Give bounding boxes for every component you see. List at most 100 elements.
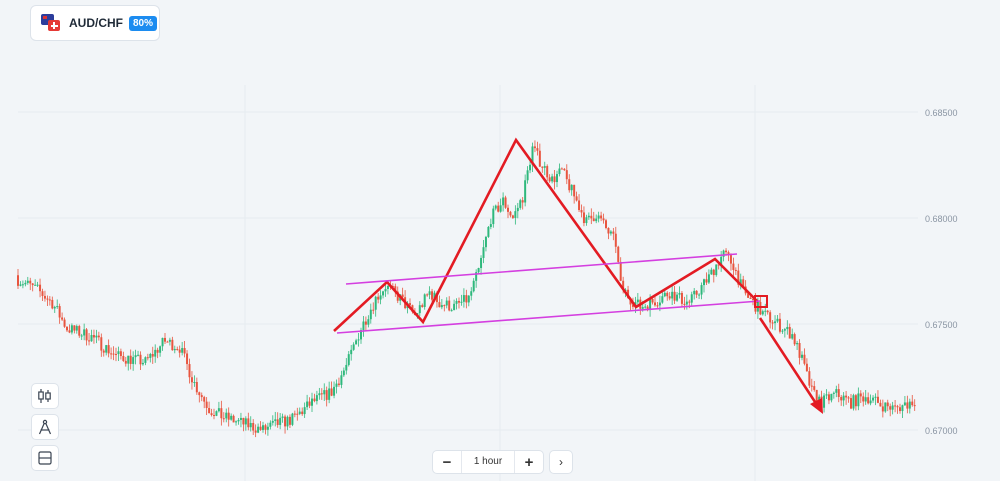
candle-body xyxy=(193,382,196,384)
timeframe-label[interactable]: 1 hour xyxy=(461,451,515,473)
candle-body xyxy=(742,279,745,287)
candle-body xyxy=(619,261,622,281)
candle-body xyxy=(519,200,522,208)
candle-body xyxy=(582,212,585,224)
candle-body xyxy=(703,279,705,286)
candle-body xyxy=(276,419,279,425)
candle-body xyxy=(761,311,764,315)
candle-body xyxy=(654,302,656,306)
candle-body xyxy=(612,231,615,234)
drawing-tool-button[interactable] xyxy=(31,414,59,440)
candle-body xyxy=(475,272,478,281)
candle-body xyxy=(805,363,808,372)
candle-body xyxy=(896,406,899,408)
candle-body xyxy=(298,411,301,414)
candle-body xyxy=(141,362,144,365)
candle-body xyxy=(374,296,377,310)
candle-body xyxy=(333,386,336,396)
candle-body xyxy=(884,402,887,412)
candle-body xyxy=(698,294,701,296)
candle-body xyxy=(372,309,375,311)
candle-body xyxy=(188,364,191,378)
candle-body xyxy=(705,279,708,283)
candle-body xyxy=(271,420,274,423)
bearish-arrow-head xyxy=(810,398,823,414)
candle-body xyxy=(281,416,284,418)
candle-body xyxy=(908,401,911,409)
candle-body xyxy=(511,215,514,218)
head-and-shoulders-pattern xyxy=(333,137,759,332)
candle-body xyxy=(213,415,215,417)
asset-selector[interactable]: AUD/CHF 80% xyxy=(30,5,160,41)
y-tick-label: 0.67500 xyxy=(925,320,958,330)
split-window-icon xyxy=(38,451,52,465)
scroll-forward-button[interactable]: › xyxy=(549,450,573,474)
candle-body xyxy=(617,246,620,262)
candle-body xyxy=(862,396,865,402)
candle-body xyxy=(729,255,732,264)
candle-body xyxy=(536,148,539,151)
candle-body xyxy=(386,285,389,289)
candle-body xyxy=(217,408,220,412)
candle-body xyxy=(190,377,193,383)
candle-body xyxy=(595,218,598,222)
candle-body xyxy=(195,382,198,393)
candle-body xyxy=(330,388,333,396)
candle-body xyxy=(24,282,27,285)
candle-body xyxy=(715,264,718,276)
zoom-out-button[interactable]: − xyxy=(442,453,452,471)
candle-body xyxy=(717,264,720,266)
candle-body xyxy=(146,357,149,359)
candle-body xyxy=(499,205,502,212)
candle-body xyxy=(732,263,735,270)
candle-body xyxy=(597,215,600,219)
candle-body xyxy=(48,299,51,301)
candle-body xyxy=(710,269,713,275)
candle-body xyxy=(497,205,500,212)
candle-body xyxy=(242,417,245,425)
candle-body xyxy=(274,419,277,421)
candle-body xyxy=(293,413,296,415)
chart-grid xyxy=(18,85,918,481)
candle-body xyxy=(117,351,120,355)
candle-body xyxy=(357,339,360,341)
y-tick-label: 0.67000 xyxy=(925,426,958,436)
candle-body xyxy=(235,421,238,423)
candle-body xyxy=(541,166,544,168)
candle-body xyxy=(382,291,385,296)
candle-body xyxy=(818,396,821,403)
candle-body xyxy=(796,342,799,345)
candle-body xyxy=(712,269,715,276)
candle-body xyxy=(46,298,49,300)
candle-body xyxy=(673,291,676,301)
candle-body xyxy=(222,418,225,420)
candle-body xyxy=(592,218,595,222)
y-tick-label: 0.68000 xyxy=(925,214,958,224)
candles-tool-button[interactable] xyxy=(31,383,59,409)
candle-body xyxy=(477,268,480,273)
y-tick-label: 0.68500 xyxy=(925,108,958,118)
candle-body xyxy=(720,256,723,265)
candle-body xyxy=(842,395,845,401)
aud-chf-flags-icon xyxy=(41,14,61,32)
candle-body xyxy=(482,247,485,258)
candle-body xyxy=(433,292,436,300)
candles-group xyxy=(17,140,916,438)
candle-body xyxy=(783,329,786,331)
candle-body xyxy=(301,411,304,415)
candle-body xyxy=(759,301,762,315)
candle-body xyxy=(438,302,441,308)
chf-flag-icon xyxy=(48,20,60,31)
candle-body xyxy=(835,389,838,393)
candle-body xyxy=(311,398,313,406)
zoom-in-button[interactable]: + xyxy=(524,453,534,471)
candle-body xyxy=(832,392,835,394)
candle-body xyxy=(455,300,458,304)
candle-body xyxy=(891,405,894,410)
candle-body xyxy=(266,426,269,430)
layout-tool-button[interactable] xyxy=(31,445,59,471)
candle-body xyxy=(350,349,353,355)
candle-body xyxy=(546,166,549,178)
candle-body xyxy=(854,395,857,407)
